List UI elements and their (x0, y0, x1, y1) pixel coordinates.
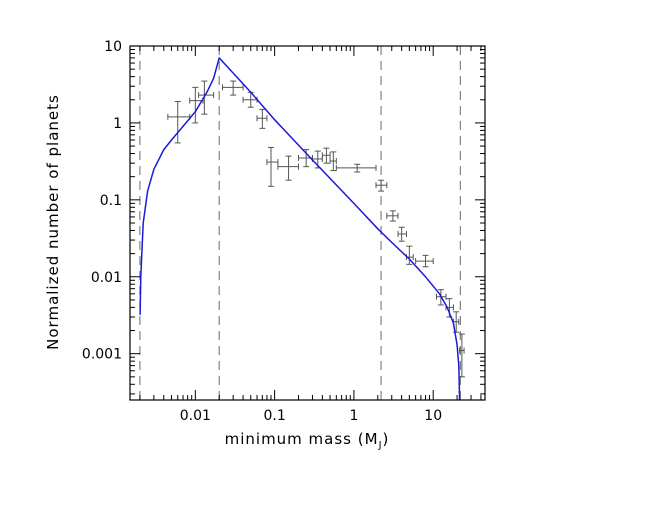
x-axis-title-close: ) (383, 430, 390, 448)
data-point (458, 333, 465, 378)
y-axis-title: Normalized number of planets (44, 94, 62, 350)
x-axis-title-main: minimum mass (M (225, 430, 379, 448)
data-point (266, 146, 279, 187)
plot-frame (129, 45, 486, 401)
x-axis-title-subscript: J (378, 440, 383, 451)
model-curve-layer (139, 57, 461, 401)
x-tick-label: 1 (349, 408, 358, 424)
data-point (386, 210, 399, 222)
model-curve (139, 57, 461, 401)
error-bars (167, 80, 465, 378)
axis-ticks (130, 45, 485, 400)
data-point (375, 179, 388, 192)
y-tick-label: 1 (113, 116, 122, 132)
y-tick-labels: 0.001 0.01 0.1 1 10 (82, 39, 122, 363)
data-point (256, 108, 268, 129)
x-tick-labels: 0.01 0.1 1 10 (180, 408, 442, 424)
x-tick-label: 0.01 (180, 408, 211, 424)
data-point (397, 226, 407, 242)
data-point (329, 151, 337, 172)
y-tick-label: 0.01 (91, 270, 122, 286)
data-point (335, 163, 377, 173)
data-point (321, 147, 331, 164)
data-point (189, 86, 204, 124)
dashed-lines (139, 46, 461, 400)
data-point (277, 155, 299, 181)
x-tick-label: 0.1 (263, 408, 285, 424)
y-tick-label: 10 (104, 39, 122, 55)
data-point (198, 80, 215, 115)
y-tick-label: 0.1 (100, 193, 122, 209)
x-tick-label: 10 (424, 408, 442, 424)
data-point (167, 100, 191, 144)
y-tick-label: 0.001 (82, 347, 122, 363)
data-point (415, 254, 434, 268)
data-point (242, 91, 258, 108)
data-point (221, 80, 244, 96)
x-axis-title: minimum mass (MJ) (225, 430, 390, 451)
